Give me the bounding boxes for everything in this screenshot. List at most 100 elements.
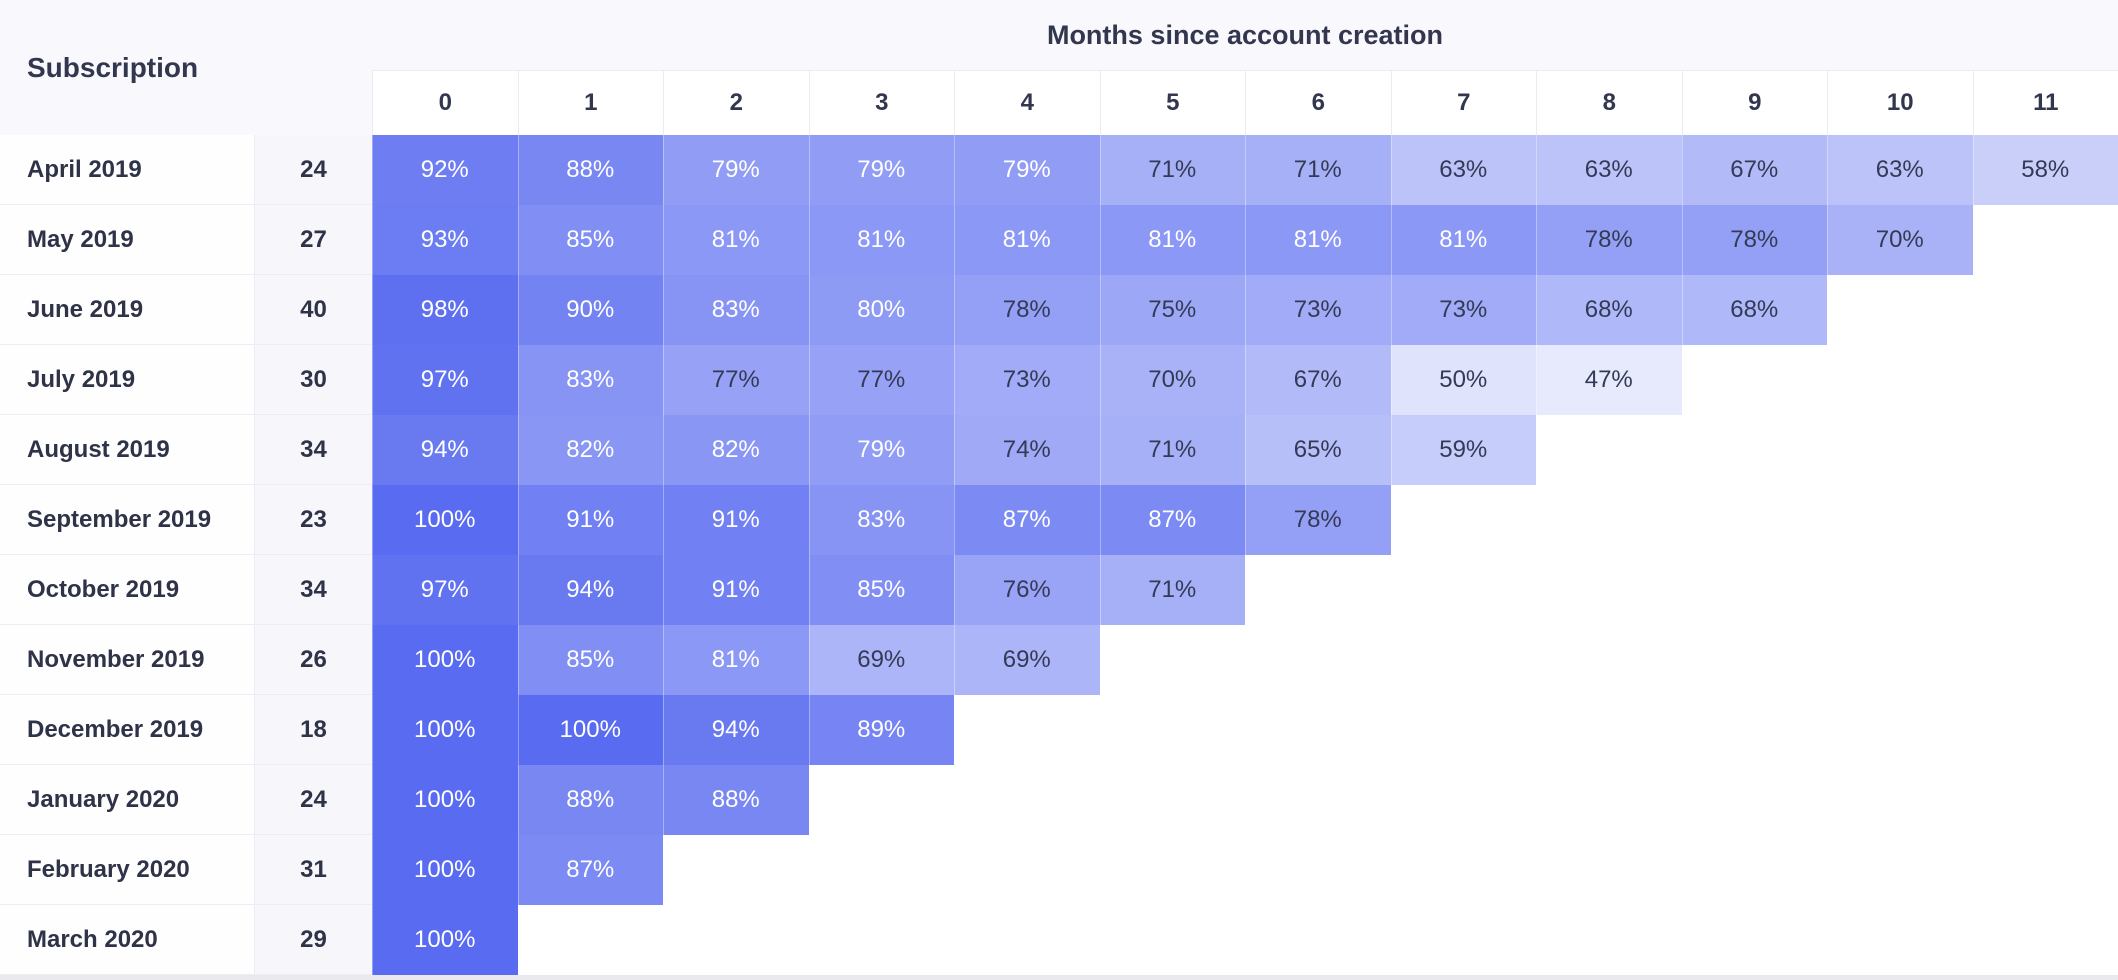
empty-cell bbox=[1681, 555, 1827, 625]
retention-cell[interactable]: 83% bbox=[517, 345, 663, 415]
retention-cell[interactable]: 87% bbox=[517, 835, 663, 905]
retention-cell[interactable]: 63% bbox=[1390, 135, 1536, 205]
retention-cell[interactable]: 81% bbox=[1099, 205, 1245, 275]
retention-cell[interactable]: 100% bbox=[372, 625, 518, 695]
retention-cell[interactable]: 87% bbox=[1099, 485, 1245, 555]
retention-cell[interactable]: 100% bbox=[517, 695, 663, 765]
retention-cell[interactable]: 77% bbox=[663, 345, 809, 415]
retention-cell[interactable]: 100% bbox=[372, 695, 518, 765]
retention-cell[interactable]: 88% bbox=[517, 765, 663, 835]
retention-cell[interactable]: 76% bbox=[954, 555, 1100, 625]
retention-cell[interactable]: 78% bbox=[1536, 205, 1682, 275]
retention-cell[interactable]: 91% bbox=[517, 485, 663, 555]
retention-cell[interactable]: 70% bbox=[1827, 205, 1973, 275]
retention-cell[interactable]: 68% bbox=[1536, 275, 1682, 345]
retention-cell[interactable]: 94% bbox=[517, 555, 663, 625]
retention-cell[interactable]: 71% bbox=[1099, 415, 1245, 485]
retention-cell[interactable]: 81% bbox=[808, 205, 954, 275]
column-header-month-9: 9 bbox=[1681, 71, 1828, 135]
retention-cell[interactable]: 71% bbox=[1099, 135, 1245, 205]
retention-cell[interactable]: 77% bbox=[808, 345, 954, 415]
retention-cell[interactable]: 73% bbox=[1390, 275, 1536, 345]
retention-cell[interactable]: 88% bbox=[517, 135, 663, 205]
retention-cell[interactable]: 67% bbox=[1681, 135, 1827, 205]
retention-cell[interactable]: 82% bbox=[663, 415, 809, 485]
retention-cell[interactable]: 73% bbox=[954, 345, 1100, 415]
retention-cell[interactable]: 74% bbox=[954, 415, 1100, 485]
retention-cell[interactable]: 58% bbox=[1972, 135, 2118, 205]
retention-cell[interactable]: 65% bbox=[1245, 415, 1391, 485]
retention-cell[interactable]: 81% bbox=[663, 205, 809, 275]
retention-cell[interactable]: 47% bbox=[1536, 345, 1682, 415]
retention-cell[interactable]: 79% bbox=[808, 135, 954, 205]
retention-cell[interactable]: 92% bbox=[372, 135, 518, 205]
retention-cell[interactable]: 59% bbox=[1390, 415, 1536, 485]
column-header-month-2: 2 bbox=[663, 71, 809, 135]
retention-cell[interactable]: 100% bbox=[372, 835, 518, 905]
retention-cell[interactable]: 63% bbox=[1536, 135, 1682, 205]
retention-cell[interactable]: 69% bbox=[954, 625, 1100, 695]
retention-cell[interactable]: 71% bbox=[1099, 555, 1245, 625]
empty-cell bbox=[1972, 415, 2118, 485]
horizontal-scrollbar[interactable] bbox=[0, 975, 2118, 980]
retention-cell[interactable]: 79% bbox=[663, 135, 809, 205]
cohort-count: 31 bbox=[255, 835, 372, 905]
retention-cell[interactable]: 71% bbox=[1245, 135, 1391, 205]
retention-cell[interactable]: 98% bbox=[372, 275, 518, 345]
retention-cell[interactable]: 93% bbox=[372, 205, 518, 275]
retention-cell[interactable]: 81% bbox=[1245, 205, 1391, 275]
retention-cell[interactable]: 91% bbox=[663, 485, 809, 555]
retention-cell[interactable]: 85% bbox=[517, 205, 663, 275]
retention-cell[interactable]: 100% bbox=[372, 765, 518, 835]
retention-cell[interactable]: 100% bbox=[372, 485, 518, 555]
retention-cell[interactable]: 81% bbox=[1390, 205, 1536, 275]
retention-cell[interactable]: 79% bbox=[954, 135, 1100, 205]
empty-cell bbox=[1536, 905, 1682, 975]
retention-cell[interactable]: 94% bbox=[663, 695, 809, 765]
retention-cell[interactable]: 82% bbox=[517, 415, 663, 485]
table-header: Subscription Months since account creati… bbox=[0, 0, 2118, 135]
retention-cell[interactable]: 78% bbox=[954, 275, 1100, 345]
retention-cell[interactable]: 81% bbox=[954, 205, 1100, 275]
retention-cell[interactable]: 78% bbox=[1681, 205, 1827, 275]
empty-cell bbox=[1390, 695, 1536, 765]
empty-cell bbox=[1245, 835, 1391, 905]
retention-cell[interactable]: 85% bbox=[517, 625, 663, 695]
retention-cell[interactable]: 87% bbox=[954, 485, 1100, 555]
empty-cell bbox=[1536, 695, 1682, 765]
retention-cell[interactable]: 97% bbox=[372, 345, 518, 415]
empty-cell bbox=[663, 835, 809, 905]
table-row: March 2020 29 100% bbox=[0, 905, 2118, 975]
empty-cell bbox=[1827, 695, 1973, 765]
empty-cell bbox=[1681, 905, 1827, 975]
retention-cell[interactable]: 83% bbox=[808, 485, 954, 555]
retention-cell[interactable]: 81% bbox=[663, 625, 809, 695]
empty-cell bbox=[1536, 485, 1682, 555]
retention-cell[interactable]: 75% bbox=[1099, 275, 1245, 345]
retention-cell[interactable]: 89% bbox=[808, 695, 954, 765]
retention-cell[interactable]: 63% bbox=[1827, 135, 1973, 205]
retention-cell[interactable]: 68% bbox=[1681, 275, 1827, 345]
table-row: June 2019 40 98% 90% 83% 80% 78% 75% 73% 73% 68% 68… bbox=[0, 275, 2118, 345]
retention-cell[interactable]: 73% bbox=[1245, 275, 1391, 345]
retention-cell[interactable]: 97% bbox=[372, 555, 518, 625]
empty-cell bbox=[1972, 485, 2118, 555]
retention-cell[interactable]: 90% bbox=[517, 275, 663, 345]
retention-cell[interactable]: 69% bbox=[808, 625, 954, 695]
cohort-count: 34 bbox=[255, 415, 372, 485]
retention-cell[interactable]: 50% bbox=[1390, 345, 1536, 415]
retention-cell[interactable]: 100% bbox=[372, 905, 518, 975]
empty-cell bbox=[1536, 555, 1682, 625]
retention-cell[interactable]: 80% bbox=[808, 275, 954, 345]
retention-cell[interactable]: 83% bbox=[663, 275, 809, 345]
retention-cell[interactable]: 85% bbox=[808, 555, 954, 625]
retention-cell[interactable]: 78% bbox=[1245, 485, 1391, 555]
retention-cell[interactable]: 88% bbox=[663, 765, 809, 835]
cohort-label: February 2020 bbox=[0, 835, 255, 905]
retention-cell[interactable]: 91% bbox=[663, 555, 809, 625]
retention-cell[interactable]: 67% bbox=[1245, 345, 1391, 415]
retention-cell[interactable]: 94% bbox=[372, 415, 518, 485]
row-dimension-label: Subscription bbox=[27, 51, 199, 83]
retention-cell[interactable]: 70% bbox=[1099, 345, 1245, 415]
retention-cell[interactable]: 79% bbox=[808, 415, 954, 485]
